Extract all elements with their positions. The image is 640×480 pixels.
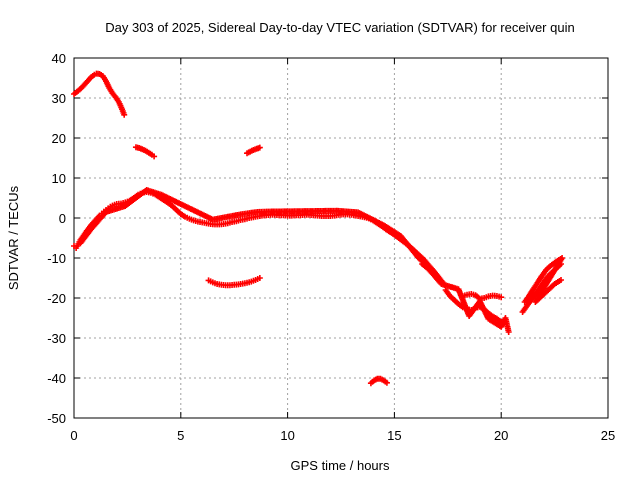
grid-lines (74, 58, 608, 418)
plot-frame (73, 57, 609, 419)
y-tick-label: -50 (47, 411, 66, 426)
y-tick-label: 30 (52, 91, 66, 106)
y-tick-label: 20 (52, 131, 66, 146)
y-tick-label: -40 (47, 371, 66, 386)
y-tick-label: -20 (47, 291, 66, 306)
data-points (71, 70, 566, 387)
x-tick-label: 15 (387, 428, 401, 443)
point-late-outliers (505, 329, 512, 335)
y-tick-label: -30 (47, 331, 66, 346)
point-arc-8h (256, 144, 263, 151)
y-tick-label: -10 (47, 251, 66, 266)
x-tick-label: 0 (70, 428, 77, 443)
x-tick-label: 20 (494, 428, 508, 443)
point-early-high-arc (121, 111, 128, 118)
x-tick-label: 10 (280, 428, 294, 443)
point-arc-3h (151, 153, 158, 160)
x-tick-label: 25 (601, 428, 615, 443)
x-tick-label: 5 (177, 428, 184, 443)
y-tick-label: 40 (52, 51, 66, 66)
y-tick-label: 10 (52, 171, 66, 186)
point-recovery-spread (558, 277, 565, 283)
chart-title: Day 303 of 2025, Sidereal Day-to-day VTE… (105, 20, 574, 35)
x-axis-ticks: 0 5 10 15 20 25 (70, 58, 615, 443)
x-axis-label: GPS time / hours (291, 458, 390, 473)
y-tick-label: 0 (59, 211, 66, 226)
y-axis-label: SDTVAR / TECUs (6, 185, 21, 290)
point-arc-14h (383, 379, 390, 386)
point-arc-7h-low (256, 275, 263, 281)
y-axis-ticks: -50 -40 -30 -20 -10 0 10 20 30 40 (47, 51, 608, 426)
point-late-upper (498, 294, 505, 301)
